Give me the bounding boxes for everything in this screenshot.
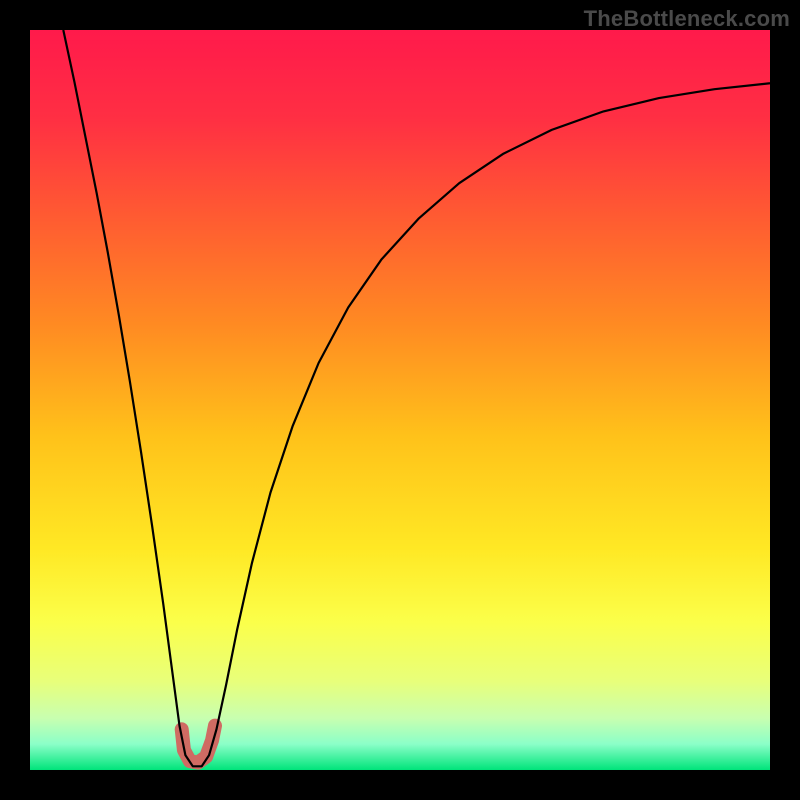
bottleneck-curve-chart xyxy=(30,30,770,770)
chart-frame: TheBottleneck.com xyxy=(0,0,800,800)
gradient-background xyxy=(30,30,770,770)
watermark-text: TheBottleneck.com xyxy=(584,6,790,32)
plot-area xyxy=(30,30,770,770)
